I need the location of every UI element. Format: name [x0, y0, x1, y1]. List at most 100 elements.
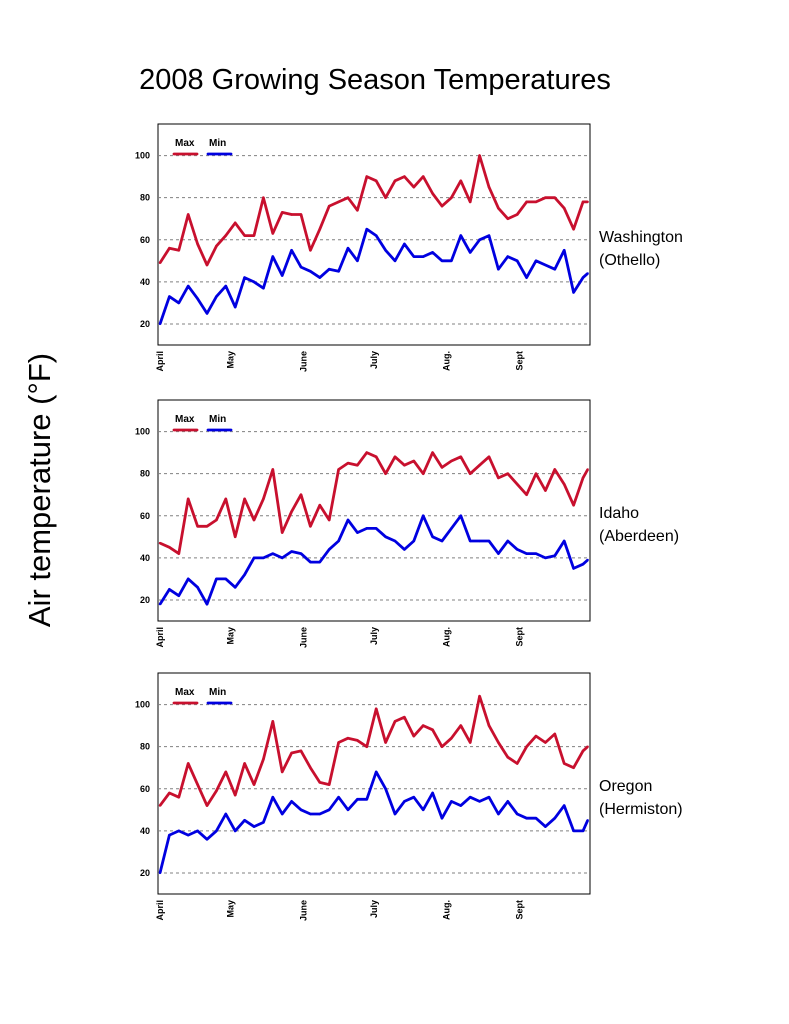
data-point-min — [403, 242, 406, 246]
data-point-min — [421, 808, 425, 812]
data-point-min — [440, 539, 444, 543]
data-point-max — [421, 472, 425, 475]
chart-title: 2008 Growing Season Temperatures — [139, 64, 611, 96]
data-point-max — [243, 497, 246, 501]
data-point-max — [196, 242, 199, 246]
data-point-max — [468, 472, 472, 475]
data-point-max — [468, 741, 472, 744]
y-tick-label: 40 — [140, 277, 150, 287]
data-point-max — [497, 741, 500, 744]
data-point-max — [243, 234, 246, 237]
data-point-max — [440, 466, 444, 469]
data-point-max — [586, 468, 589, 471]
data-point-min — [421, 514, 425, 517]
x-tick-label: July — [369, 627, 379, 645]
data-point-max — [403, 175, 406, 178]
data-point-min — [374, 770, 378, 774]
data-point-min — [252, 556, 256, 560]
data-point-max — [384, 472, 387, 475]
data-point-min — [459, 234, 462, 237]
data-point-min — [403, 800, 406, 803]
data-point-min — [384, 535, 387, 539]
data-point-max — [224, 234, 227, 237]
y-tick-label: 60 — [140, 511, 150, 521]
data-point-min — [177, 829, 180, 833]
data-point-max — [534, 734, 538, 738]
data-point-min — [553, 268, 556, 271]
data-point-max — [299, 493, 303, 496]
data-point-max — [224, 770, 227, 774]
data-point-max — [478, 464, 481, 467]
x-tick-label: Sept — [515, 900, 525, 920]
data-point-min — [506, 539, 509, 543]
data-point-max — [290, 510, 293, 513]
data-point-max — [562, 206, 566, 210]
data-point-min — [562, 249, 566, 252]
data-point-min — [299, 265, 303, 269]
data-point-min — [168, 295, 171, 298]
data-point-max — [168, 246, 171, 250]
data-point-min — [412, 539, 415, 543]
data-point-min — [515, 259, 519, 263]
data-point-max — [233, 535, 237, 539]
data-point-min — [468, 795, 472, 799]
data-point-min — [478, 238, 481, 241]
data-point-min — [572, 829, 575, 833]
y-tick-label: 80 — [140, 193, 150, 203]
y-tick-label: 80 — [140, 469, 150, 479]
panel-0: 100 80 60 40 20 April May June July Aug. Sept Max Mi… — [135, 123, 683, 372]
y-tick-label: 60 — [140, 235, 150, 245]
data-point-min — [478, 539, 481, 543]
y-tick-label: 80 — [140, 742, 150, 752]
data-point-min — [215, 577, 218, 581]
data-point-min — [346, 246, 350, 250]
data-point-max — [318, 504, 321, 507]
data-point-max — [309, 525, 312, 528]
data-point-max — [196, 525, 199, 528]
data-point-max — [534, 472, 538, 475]
data-point-max — [262, 196, 265, 199]
data-point-min — [581, 829, 585, 833]
y-tick-label: 20 — [140, 319, 150, 329]
data-point-max — [440, 204, 444, 208]
data-point-min — [177, 594, 180, 597]
data-point-min — [243, 276, 246, 279]
data-point-max — [431, 451, 434, 454]
data-point-max — [544, 741, 547, 744]
data-point-min — [468, 251, 472, 254]
plot-frame — [157, 399, 591, 622]
data-point-min — [544, 825, 547, 828]
data-point-max — [365, 175, 368, 178]
data-point-max — [431, 192, 434, 195]
data-point-max — [186, 213, 190, 216]
data-point-max — [586, 745, 589, 748]
data-point-max — [280, 770, 284, 774]
data-point-max — [562, 762, 566, 765]
data-point-max — [365, 451, 368, 454]
data-point-max — [374, 179, 378, 183]
data-point-max — [544, 489, 547, 492]
data-point-max — [515, 762, 519, 765]
data-point-min — [562, 539, 566, 543]
data-point-min — [581, 562, 585, 566]
data-point-min — [346, 518, 350, 522]
data-point-max — [487, 185, 491, 189]
data-point-min — [506, 800, 509, 803]
data-point-min — [158, 322, 162, 326]
panel-label: (Othello) — [599, 252, 660, 269]
x-tick-label: June — [298, 900, 308, 921]
data-point-min — [534, 817, 538, 820]
data-point-min — [299, 552, 303, 555]
data-point-max — [224, 497, 227, 501]
data-point-max — [553, 468, 556, 471]
legend-label-max: Max — [175, 138, 195, 149]
data-point-max — [290, 213, 293, 216]
data-point-max — [525, 200, 528, 204]
x-tick-label: April — [155, 900, 165, 921]
data-point-max — [384, 196, 387, 199]
data-point-max — [450, 459, 453, 463]
data-point-min — [421, 255, 425, 258]
data-point-min — [586, 558, 589, 562]
data-point-max — [374, 707, 378, 710]
data-point-min — [487, 795, 491, 799]
